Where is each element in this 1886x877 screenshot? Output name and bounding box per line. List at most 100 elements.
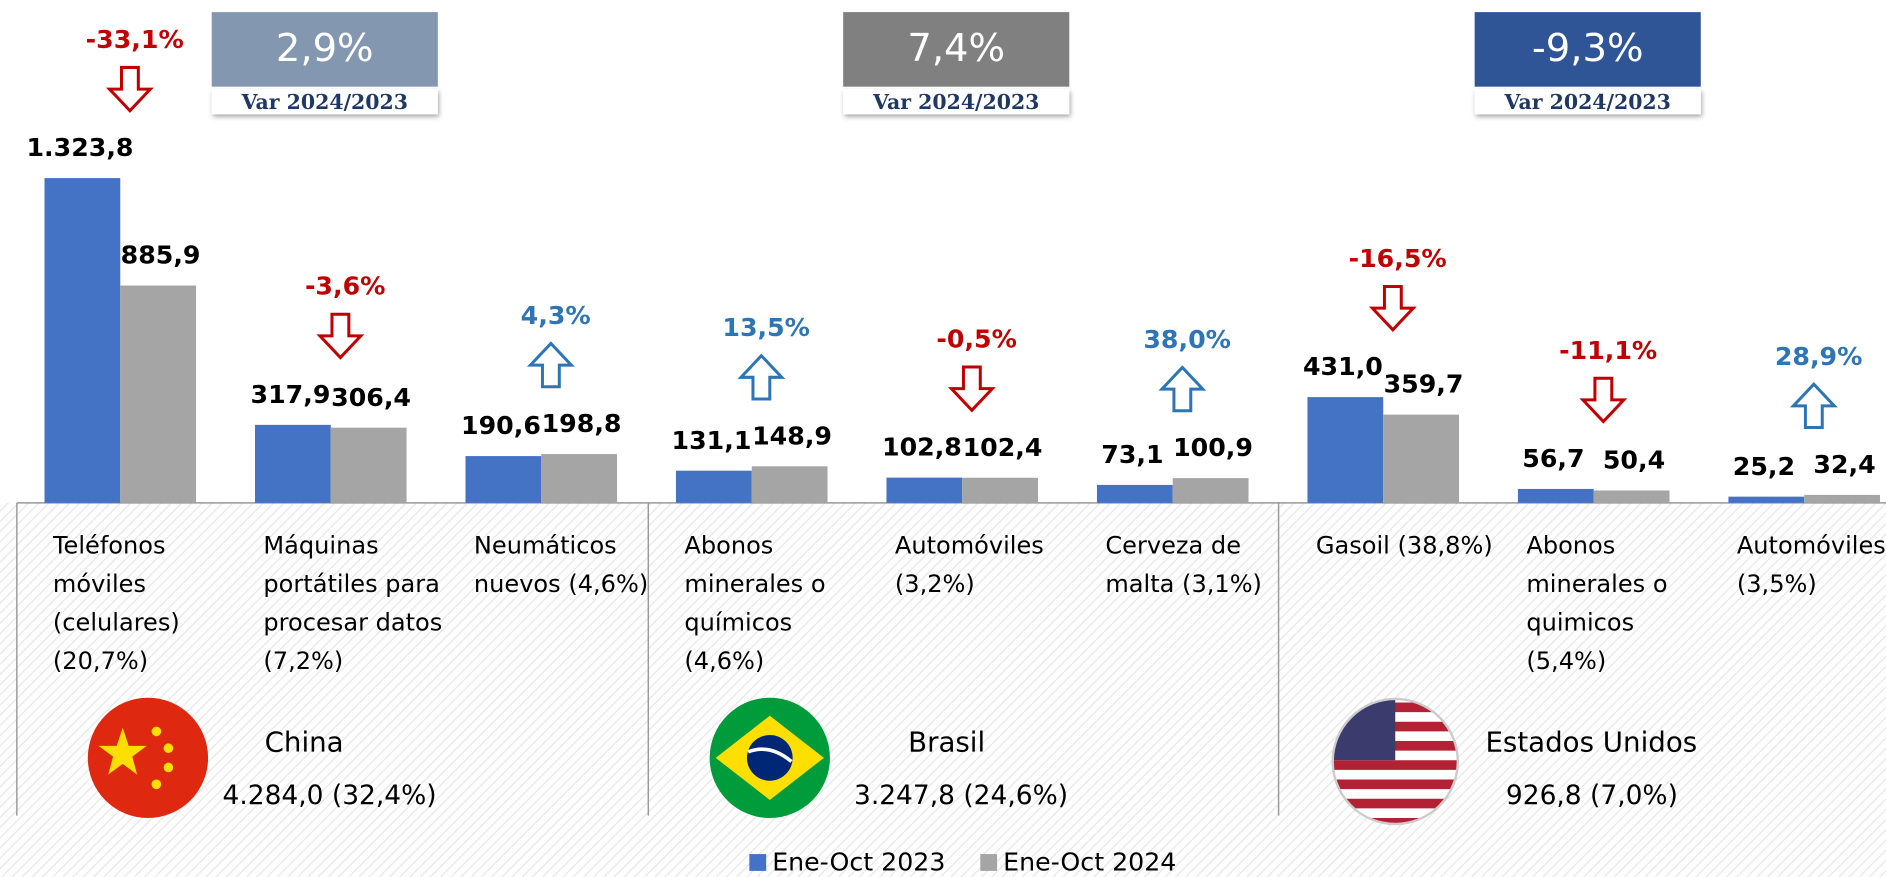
flag-brazil: [709, 697, 830, 818]
flag-china: [87, 697, 209, 818]
category-label-box: Teléfonos móviles (celulares) (20,7%): [52, 530, 180, 675]
bar: [120, 285, 197, 503]
category-label-box: Cerveza de malta (3,1%): [1105, 530, 1262, 598]
change-label: -16,5%: [1349, 244, 1447, 273]
value-label: 102,8: [882, 433, 962, 462]
value-label: 306,4: [331, 383, 411, 412]
category-label-box: Automóviles (3,5%): [1736, 530, 1886, 598]
category-label: Neumáticos nuevos (4,6%): [473, 530, 649, 598]
legend-label: Ene-Oct 2024: [1003, 848, 1176, 877]
change-arrow: [316, 312, 365, 360]
value-label: 73,1: [1101, 440, 1163, 469]
bar: [254, 424, 331, 503]
change-arrow: [1158, 365, 1207, 413]
bar: [962, 477, 1039, 503]
change-arrow: [105, 65, 154, 113]
bar: [1728, 496, 1805, 503]
category-label: Gasoil (38,8%): [1315, 530, 1493, 560]
country-summary: 4.284,0 (32,4%): [223, 780, 437, 811]
bar: [1307, 397, 1384, 503]
country-name: China: [265, 725, 344, 758]
bar: [1804, 494, 1880, 503]
bar: [1593, 490, 1670, 503]
country-name: Brasil: [908, 725, 985, 758]
value-label: 190,6: [461, 411, 541, 440]
variation-label: 2,9%: [276, 26, 374, 71]
bar: [465, 456, 542, 503]
category-label-box: Máquinas portátiles para procesar datos …: [263, 530, 443, 675]
variation-box: [1474, 12, 1701, 87]
change-label: -33,1%: [86, 25, 184, 54]
change-label: 28,9%: [1775, 342, 1863, 371]
change-label: 4,3%: [521, 301, 591, 330]
category-label: Abonos minerales o químicos (4,6%): [684, 530, 826, 675]
caption-box: [1474, 89, 1701, 115]
change-arrow: [1579, 376, 1628, 424]
variation-label: -9,3%: [1532, 26, 1644, 71]
variation-caption: Var 2024/2023: [241, 90, 408, 114]
value-label: 131,1: [672, 426, 752, 455]
legend-swatch: [980, 854, 998, 871]
value-label: 317,9: [251, 380, 331, 409]
change-label: 13,5%: [722, 313, 810, 342]
caption-box: [843, 89, 1070, 115]
bar: [751, 466, 828, 503]
flag-rim: [1331, 697, 1460, 826]
change-arrow: [1368, 284, 1417, 332]
value-label: 431,0: [1303, 352, 1383, 381]
background: [0, 502, 1886, 877]
value-label: 198,8: [542, 409, 622, 438]
change-label: -0,5%: [936, 325, 1017, 354]
variation-caption: Var 2024/2023: [1504, 90, 1671, 114]
category-label-box: Abonos minerales o quimicos (5,4%): [1526, 530, 1668, 675]
category-label: Abonos minerales o quimicos (5,4%): [1526, 530, 1668, 675]
bar: [1383, 414, 1460, 503]
caption-box: [211, 89, 438, 115]
category-label-box: Gasoil (38,8%): [1315, 530, 1493, 560]
legend-label: Ene-Oct 2023: [772, 848, 945, 877]
bar: [330, 427, 407, 503]
value-label: 885,9: [121, 241, 201, 270]
category-label: Automóviles (3,2%): [894, 530, 1044, 598]
value-label: 359,7: [1384, 370, 1464, 399]
country-summary: 926,8 (7,0%): [1506, 780, 1678, 811]
category-label: Máquinas portátiles para procesar datos …: [263, 530, 443, 675]
category-label-box: Abonos minerales o químicos (4,6%): [684, 530, 826, 675]
bar: [886, 477, 963, 503]
legend-swatch: [749, 854, 767, 871]
value-label: 102,4: [963, 433, 1043, 462]
bar: [44, 178, 121, 503]
variation-label: 7,4%: [907, 26, 1005, 71]
country-name: Estados Unidos: [1485, 725, 1697, 758]
variation-caption: Var 2024/2023: [872, 90, 1039, 114]
value-label: 148,9: [752, 421, 832, 450]
change-arrow: [1789, 382, 1838, 430]
variation-box: [843, 12, 1070, 87]
value-label: 50,4: [1603, 446, 1665, 475]
category-label-box: Automóviles (3,2%): [894, 530, 1044, 598]
bar: [675, 470, 752, 503]
change-arrow: [947, 365, 996, 413]
change-label: -11,1%: [1559, 336, 1657, 365]
bar: [1096, 484, 1173, 503]
category-label: Cerveza de malta (3,1%): [1105, 530, 1262, 598]
bar: [1172, 478, 1249, 503]
category-label: Teléfonos móviles (celulares) (20,7%): [52, 530, 180, 675]
category-label-box: Neumáticos nuevos (4,6%): [473, 530, 649, 598]
value-label: 25,2: [1733, 452, 1795, 481]
value-label: 100,9: [1173, 433, 1253, 462]
change-arrow: [737, 353, 786, 401]
country-summary: 3.247,8 (24,6%): [854, 780, 1068, 811]
category-label: Automóviles (3,5%): [1736, 530, 1886, 598]
variation-box: [211, 12, 438, 87]
flag-usa: [1332, 698, 1458, 824]
bar: [1517, 488, 1594, 503]
change-arrow: [526, 341, 575, 389]
bar: [541, 454, 618, 503]
value-label: 32,4: [1813, 450, 1875, 479]
value-label: 56,7: [1522, 444, 1584, 473]
value-label: 1.323,8: [26, 133, 133, 162]
change-label: 38,0%: [1143, 325, 1231, 354]
change-label: -3,6%: [305, 272, 386, 301]
